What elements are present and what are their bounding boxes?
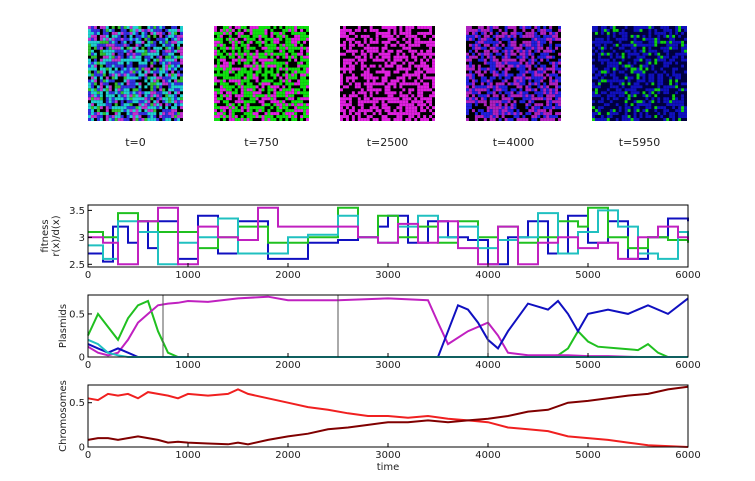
- panel-1-xtick-label-5: 5000: [575, 360, 600, 371]
- panel-1-series-0: [87, 299, 688, 358]
- panel-0-series-0: [88, 214, 689, 266]
- snapshot-2: [340, 26, 435, 121]
- panel-1-ylabel: Plasmids: [58, 304, 69, 348]
- snapshot-1: [214, 26, 309, 121]
- panel-0-series-3: [88, 206, 689, 266]
- snapshot-label-1: t=750: [244, 136, 279, 149]
- panel-2-xtick-label-0: 0: [85, 450, 91, 461]
- panel-2-series-1: [87, 385, 689, 446]
- panel-0-ytick-label-1: 3: [79, 233, 85, 244]
- snapshot-3: [466, 26, 561, 121]
- snapshot-label-4: t=5950: [619, 136, 661, 149]
- panel-0-xtick-label-5: 5000: [575, 270, 600, 281]
- panel-0-xtick-label-2: 2000: [275, 270, 300, 281]
- panel-1-xtick-label-1: 1000: [175, 360, 200, 371]
- snapshot-label-2: t=2500: [367, 136, 409, 149]
- panel-1-series-1: [87, 295, 688, 358]
- panel-1-xtick-label-0: 0: [85, 360, 91, 371]
- panel-0-xtick-label-0: 0: [85, 270, 91, 281]
- panel-2-ylabel: Chromosomes: [58, 380, 69, 452]
- panel-1-xtick-label-6: 6000: [675, 360, 700, 371]
- panel-1-xtick-label-2: 2000: [275, 360, 300, 371]
- panel-2-xlabel: time: [377, 462, 400, 473]
- panel-0-xtick-label-4: 4000: [475, 270, 500, 281]
- panel-0-ytick-label-2: 3.5: [69, 206, 85, 217]
- panel-0-ytick-label-0: 2.5: [69, 260, 85, 271]
- panel-2-xtick-label-4: 4000: [475, 450, 500, 461]
- snapshot-0: [88, 26, 183, 121]
- panel-2: 0 1000 2000 3000 4000 5000 6000 0 0.5Chromosomes…: [58, 380, 701, 473]
- panel-0-ylabel-0: fitness: [40, 219, 51, 252]
- snapshot-4: [592, 26, 687, 121]
- snapshot-label-3: t=4000: [493, 136, 535, 149]
- panel-1-series-2: [87, 297, 689, 358]
- panel-0-xtick-label-1: 1000: [175, 270, 200, 281]
- panel-2-xtick-label-2: 2000: [275, 450, 300, 461]
- panel-2-xtick-label-3: 3000: [375, 450, 400, 461]
- panel-1-ytick-label-0: 0: [79, 353, 85, 364]
- panel-1-xtick-label-3: 3000: [375, 360, 400, 371]
- panel-1-xtick-label-4: 4000: [475, 360, 500, 371]
- panel-1-ytick-label-1: 0.5: [69, 309, 85, 320]
- panel-0-ylabel-1: r(x)/d(x): [51, 215, 62, 256]
- panel-0-xtick-label-3: 3000: [375, 270, 400, 281]
- panel-2-xtick-label-6: 6000: [675, 450, 700, 461]
- panel-2-xtick-label-1: 1000: [175, 450, 200, 461]
- panel-0-xtick-label-6: 6000: [675, 270, 700, 281]
- snapshot-label-0: t=0: [125, 136, 146, 149]
- panel-2-xtick-label-5: 5000: [575, 450, 600, 461]
- panel-2-series-0: [87, 388, 689, 448]
- panel-0: 0 1000 2000 3000 4000 5000 6000 2.5 3 3.5 fitness r…: [40, 204, 701, 281]
- panel-2-ytick-label-1: 0.5: [69, 398, 85, 409]
- panel-2-ytick-label-0: 0: [79, 443, 85, 454]
